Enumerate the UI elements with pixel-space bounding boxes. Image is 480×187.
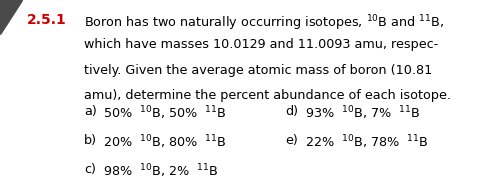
- Text: amu), determine the percent abundance of each isotope.: amu), determine the percent abundance of…: [84, 89, 451, 102]
- Text: e): e): [286, 134, 299, 147]
- Text: 22%  $^{10}$B, 78%  $^{11}$B: 22% $^{10}$B, 78% $^{11}$B: [305, 134, 428, 151]
- Text: tively. Given the average atomic mass of boron (10.81: tively. Given the average atomic mass of…: [84, 64, 432, 77]
- Text: 2.5.1: 2.5.1: [26, 13, 66, 27]
- Text: which have masses 10.0129 and 11.0093 amu, respec-: which have masses 10.0129 and 11.0093 am…: [84, 38, 438, 51]
- Text: 50%  $^{10}$B, 50%  $^{11}$B: 50% $^{10}$B, 50% $^{11}$B: [103, 105, 227, 122]
- Text: 98%  $^{10}$B, 2%  $^{11}$B: 98% $^{10}$B, 2% $^{11}$B: [103, 163, 218, 180]
- Text: Boron has two naturally occurring isotopes, $^{10}$B and $^{11}$B,: Boron has two naturally occurring isotop…: [84, 13, 444, 33]
- Text: d): d): [286, 105, 299, 118]
- Text: 20%  $^{10}$B, 80%  $^{11}$B: 20% $^{10}$B, 80% $^{11}$B: [103, 134, 227, 151]
- Text: 93%  $^{10}$B, 7%  $^{11}$B: 93% $^{10}$B, 7% $^{11}$B: [305, 105, 420, 122]
- Text: b): b): [84, 134, 97, 147]
- Text: a): a): [84, 105, 97, 118]
- Polygon shape: [0, 0, 22, 34]
- Text: c): c): [84, 163, 96, 176]
